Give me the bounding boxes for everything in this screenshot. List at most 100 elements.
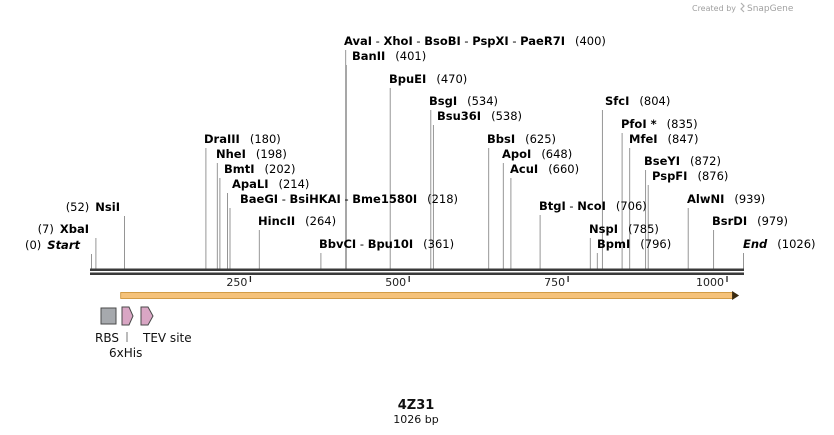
- cut-site-label-218[interactable]: BaeGI - BsiHKAI - Bme1580I (218): [240, 192, 458, 206]
- cut-site-label-876[interactable]: PspFI (876): [652, 169, 728, 183]
- cut-site-label-534[interactable]: BsgI (534): [429, 94, 498, 108]
- enzyme-name-acui[interactable]: AcuI: [510, 162, 538, 176]
- orf-feature[interactable]: [120, 291, 740, 300]
- enzyme-name-pspxi[interactable]: PspXI: [472, 34, 508, 48]
- enzyme-separator: -: [566, 199, 577, 213]
- scale-tick-label-500: 500: [385, 276, 406, 289]
- cut-site-label-538[interactable]: Bsu36I (538): [437, 109, 522, 123]
- enzyme-name-apali[interactable]: ApaLI: [232, 177, 269, 191]
- enzyme-name-hincii[interactable]: HincII: [258, 214, 295, 228]
- cut-position: (218): [427, 192, 458, 206]
- cut-site-label-400[interactable]: AvaI - XhoI - BsoBI - PspXI - PaeR7I (400…: [344, 34, 606, 48]
- snapgene-credit: Created by SnapGene: [692, 2, 794, 14]
- cut-position: (979): [757, 214, 788, 228]
- orf-arrow-head: [732, 291, 740, 300]
- enzyme-name-xhoi[interactable]: XhoI: [384, 34, 413, 48]
- enzyme-name-ncoi[interactable]: NcoI: [577, 199, 606, 213]
- enzyme-name-mfei[interactable]: MfeI: [629, 132, 658, 146]
- enzyme-name-banii[interactable]: BanII: [352, 49, 385, 63]
- enzyme-name-bbvci[interactable]: BbvCI: [319, 237, 356, 251]
- enzyme-name-nsii[interactable]: NsiI: [95, 200, 120, 214]
- enzyme-name-nhei[interactable]: NheI: [216, 147, 246, 161]
- enzyme-separator: -: [372, 34, 383, 48]
- cut-site-label-361[interactable]: BbvCI - Bpu10I (361): [319, 237, 454, 251]
- cut-site-label-214[interactable]: ApaLI (214): [232, 177, 309, 191]
- cut-position: (180): [250, 132, 281, 146]
- cut-site-label-796[interactable]: BpmI (796): [597, 237, 671, 251]
- cut-position: (198): [256, 147, 287, 161]
- orf-arrow-bar[interactable]: [120, 292, 734, 299]
- scale-tick-label-750: 750: [544, 276, 565, 289]
- cut-site-label-625[interactable]: BbsI (625): [487, 132, 556, 146]
- cut-site-label-0[interactable]: (0) Start: [25, 238, 81, 252]
- cut-site-label-198[interactable]: NheI (198): [216, 147, 287, 161]
- cut-position: (264): [305, 214, 336, 228]
- enzyme-name-bsobi[interactable]: BsoBI: [424, 34, 461, 48]
- cut-position: (52): [66, 200, 90, 214]
- enzyme-name-bpmi[interactable]: BpmI: [597, 237, 630, 251]
- cut-site-label-401[interactable]: BanII (401): [352, 49, 426, 63]
- cut-position: (361): [423, 237, 454, 251]
- cut-position: (872): [690, 154, 721, 168]
- rbs-label: RBS: [95, 331, 119, 345]
- enzyme-name-pfoi[interactable]: PfoI: [621, 117, 647, 131]
- cut-position: (7): [38, 222, 54, 236]
- cut-site-label-939[interactable]: AlwNI (939): [687, 192, 765, 206]
- enzyme-name-apoi[interactable]: ApoI: [502, 147, 531, 161]
- cut-site-label-660[interactable]: AcuI (660): [510, 162, 579, 176]
- enzyme-separator: -: [356, 237, 367, 251]
- cut-site-labels: (0) Start (7) XbaI (52) NsiI DraIII (180) NheI (1…: [25, 34, 816, 252]
- enzyme-name-bsrdi[interactable]: BsrDI: [712, 214, 747, 228]
- cut-site-label-180[interactable]: DraIII (180): [204, 132, 281, 146]
- enzyme-name-bmti[interactable]: BmtI: [224, 162, 255, 176]
- enzyme-name-pspfi[interactable]: PspFI: [652, 169, 687, 183]
- enzyme-name-bme1580i[interactable]: Bme1580I: [352, 192, 417, 206]
- map-end-marker[interactable]: Start: [47, 238, 80, 252]
- cut-position: (401): [395, 49, 426, 63]
- enzyme-name-bsu36i[interactable]: Bsu36I: [437, 109, 481, 123]
- cut-position: (1026): [777, 237, 815, 251]
- cut-position: (660): [548, 162, 579, 176]
- feature-rbs[interactable]: [100, 307, 117, 325]
- enzyme-name-paer7i[interactable]: PaeR7I: [520, 34, 565, 48]
- tev-site-arrow[interactable]: [140, 306, 154, 326]
- cut-site-label-847[interactable]: MfeI (847): [629, 132, 698, 146]
- enzyme-name-bpuei[interactable]: BpuEI: [389, 72, 426, 86]
- feature-tev-site[interactable]: [140, 306, 154, 326]
- cut-site-label-706[interactable]: BtgI - NcoI (706): [539, 199, 647, 213]
- cut-site-label-785[interactable]: NspI (785): [589, 222, 659, 236]
- cut-site-label-470[interactable]: BpuEI (470): [389, 72, 467, 86]
- enzyme-name-xbai[interactable]: XbaI: [60, 222, 89, 236]
- enzyme-name-bsihkai[interactable]: BsiHKAI: [290, 192, 341, 206]
- enzyme-name-nspi[interactable]: NspI: [589, 222, 618, 236]
- cut-position: (538): [491, 109, 522, 123]
- cut-position: (939): [734, 192, 765, 206]
- cut-site-label-202[interactable]: BmtI (202): [224, 162, 295, 176]
- feature-6xhis[interactable]: [121, 306, 134, 342]
- enzyme-name-sfci[interactable]: SfcI: [605, 94, 629, 108]
- enzyme-name-bseyi[interactable]: BseYI: [644, 154, 680, 168]
- cut-site-label-52[interactable]: (52) NsiI: [66, 200, 120, 214]
- enzyme-name-bbsi[interactable]: BbsI: [487, 132, 515, 146]
- enzyme-name-bpu10i[interactable]: Bpu10I: [368, 237, 413, 251]
- cut-site-label-264[interactable]: HincII (264): [258, 214, 336, 228]
- cut-site-label-835[interactable]: PfoI * (835): [621, 117, 698, 131]
- cut-site-label-7[interactable]: (7) XbaI: [38, 222, 89, 236]
- enzyme-name-[interactable]: *: [647, 117, 657, 131]
- rbs-box[interactable]: [100, 307, 117, 325]
- cut-site-label-872[interactable]: BseYI (872): [644, 154, 721, 168]
- cut-site-label-979[interactable]: BsrDI (979): [712, 214, 788, 228]
- cut-site-label-648[interactable]: ApoI (648): [502, 147, 572, 161]
- 6xhis-arrow[interactable]: [121, 306, 134, 326]
- map-end-marker[interactable]: End: [743, 237, 768, 251]
- cut-site-label-804[interactable]: SfcI (804): [605, 94, 670, 108]
- enzyme-name-baegi[interactable]: BaeGI: [240, 192, 278, 206]
- enzyme-name-bsgi[interactable]: BsgI: [429, 94, 457, 108]
- enzyme-name-alwni[interactable]: AlwNI: [687, 192, 724, 206]
- enzyme-name-btgi[interactable]: BtgI: [539, 199, 566, 213]
- cut-site-label-1026[interactable]: End (1026): [743, 237, 816, 251]
- enzyme-name-draiii[interactable]: DraIII: [204, 132, 240, 146]
- cut-position: (625): [525, 132, 556, 146]
- credit-brand: SnapGene: [747, 4, 794, 14]
- enzyme-name-avai[interactable]: AvaI: [344, 34, 372, 48]
